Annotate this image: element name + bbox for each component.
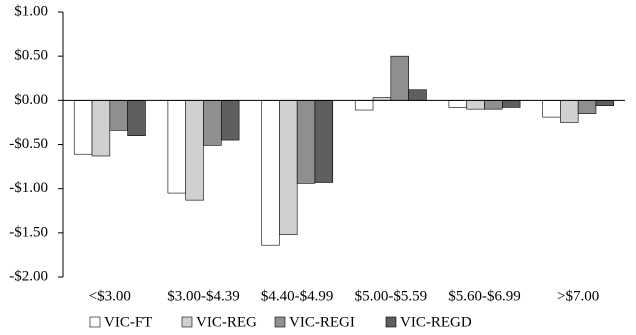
x-tick-label: $5.60-$6.99 bbox=[448, 288, 521, 304]
bar bbox=[127, 100, 146, 136]
y-tick-label: $0.50 bbox=[14, 48, 48, 64]
legend-swatch bbox=[274, 316, 286, 328]
x-tick-label: $5.00-$5.59 bbox=[355, 288, 428, 304]
bar bbox=[542, 100, 561, 118]
y-tick-label: -$1.50 bbox=[9, 224, 48, 240]
bar bbox=[296, 100, 316, 184]
legend-label: VIC-FT bbox=[104, 314, 152, 330]
bar bbox=[314, 100, 334, 183]
legend-label: VIC-REG bbox=[196, 314, 257, 330]
bar bbox=[261, 100, 280, 246]
y-tick-label: -$0.50 bbox=[9, 136, 48, 152]
bar bbox=[408, 89, 427, 101]
y-tick-label: -$2.00 bbox=[9, 268, 48, 284]
legend-swatch bbox=[89, 316, 101, 328]
bar bbox=[390, 55, 409, 101]
bar bbox=[185, 100, 204, 201]
x-tick-label: <$3.00 bbox=[89, 288, 131, 304]
x-tick-label: >$7.00 bbox=[557, 288, 599, 304]
legend-label: VIC-REGI bbox=[289, 314, 355, 330]
legend-label: VIC-REGD bbox=[400, 314, 472, 330]
bar bbox=[466, 100, 485, 110]
bar bbox=[501, 100, 521, 108]
y-tick-label: $0.00 bbox=[14, 92, 48, 108]
bar bbox=[484, 100, 503, 110]
bar bbox=[91, 100, 111, 157]
legend-swatch bbox=[385, 316, 397, 328]
bar bbox=[577, 100, 597, 114]
y-tick-label: -$1.00 bbox=[9, 180, 48, 196]
bar bbox=[73, 100, 93, 155]
bar bbox=[560, 100, 579, 123]
bar bbox=[448, 100, 467, 108]
bar bbox=[203, 100, 222, 146]
y-tick-label: $1.00 bbox=[14, 3, 48, 19]
bar bbox=[595, 100, 615, 106]
legend-swatch bbox=[181, 316, 193, 328]
x-tick-label: $4.40-$4.99 bbox=[261, 288, 334, 304]
bar bbox=[279, 100, 298, 235]
x-tick-label: $3.00-$4.39 bbox=[167, 288, 240, 304]
bar bbox=[109, 100, 128, 131]
bar bbox=[354, 100, 374, 111]
bar bbox=[167, 100, 186, 194]
bar bbox=[221, 100, 240, 141]
